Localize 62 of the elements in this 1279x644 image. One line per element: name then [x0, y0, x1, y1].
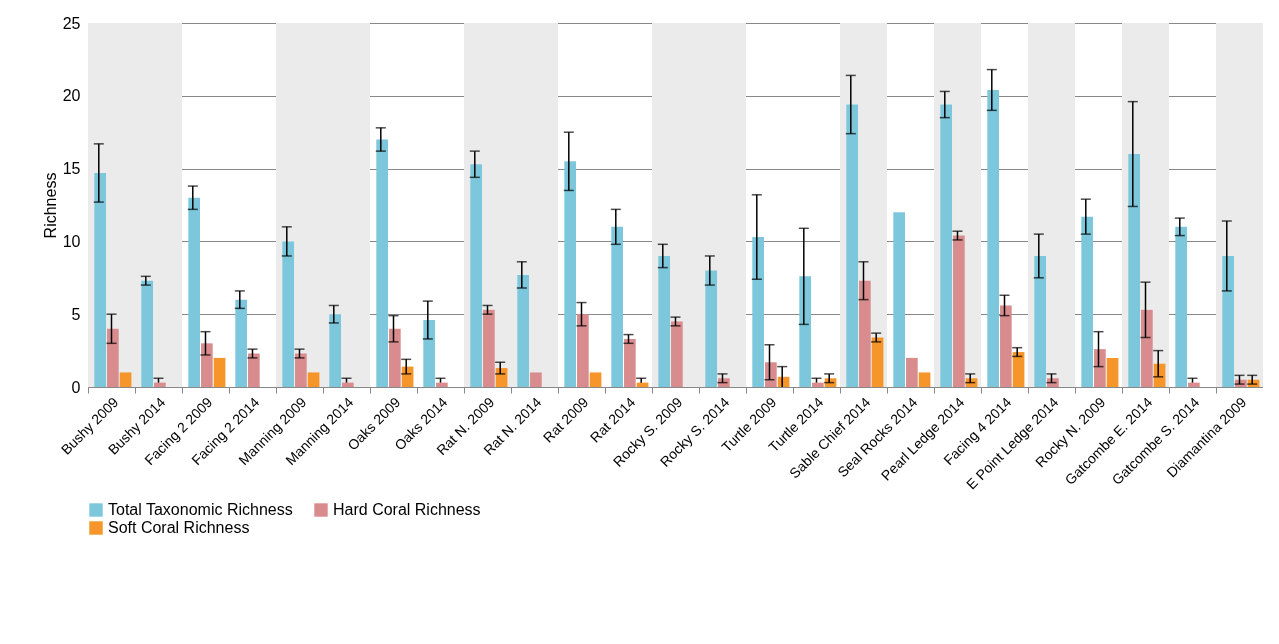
bar	[589, 372, 602, 387]
bar	[752, 237, 765, 387]
bar	[871, 337, 884, 387]
bar	[517, 274, 530, 387]
bar	[1094, 349, 1106, 387]
y-tick-label: 15	[62, 160, 81, 178]
bar	[1128, 154, 1141, 387]
bar	[436, 382, 448, 387]
bar	[1034, 255, 1047, 387]
bar	[906, 357, 918, 387]
bar	[940, 104, 953, 387]
bar	[859, 280, 871, 387]
bar	[282, 241, 295, 387]
y-tick-label: 0	[71, 378, 81, 396]
bar	[918, 372, 931, 387]
bar	[1000, 305, 1012, 387]
bar	[235, 299, 248, 387]
bar	[671, 321, 683, 387]
bar	[1188, 382, 1200, 387]
bar	[389, 328, 401, 387]
bar	[564, 161, 577, 387]
bar	[188, 197, 201, 387]
bar	[1141, 309, 1153, 387]
bar	[953, 235, 965, 387]
bar	[423, 320, 436, 387]
y-axis-title: Richness	[41, 172, 59, 239]
bar	[611, 226, 624, 387]
bar	[213, 357, 226, 387]
bar	[530, 372, 542, 387]
bar	[119, 372, 132, 387]
y-tick-label: 25	[62, 14, 81, 32]
bar	[1106, 357, 1119, 387]
bar	[1081, 216, 1094, 387]
bar	[1175, 226, 1188, 387]
bar	[107, 328, 119, 387]
y-tick-label: 10	[62, 232, 81, 250]
bar	[705, 270, 718, 387]
bar	[342, 382, 354, 387]
bar	[1012, 352, 1025, 387]
y-tick-label: 5	[71, 305, 81, 323]
bar	[329, 314, 342, 387]
bar	[893, 212, 906, 387]
bar	[470, 164, 483, 387]
legend-label: Soft Coral Richness	[108, 519, 250, 536]
legend-label: Hard Coral Richness	[333, 501, 481, 518]
bar	[577, 314, 589, 387]
bar	[799, 276, 812, 387]
bar	[812, 382, 824, 387]
bar	[201, 343, 213, 387]
bar	[307, 372, 320, 387]
y-tick-label: 20	[62, 87, 81, 105]
bar	[248, 353, 260, 387]
bar	[154, 382, 166, 387]
bar	[658, 255, 671, 387]
bar	[295, 353, 307, 387]
bar	[846, 104, 859, 387]
bar	[987, 89, 1000, 387]
bar	[765, 362, 777, 387]
bar	[94, 172, 107, 387]
bar	[376, 139, 389, 387]
legend-label: Total Taxonomic Richness	[108, 501, 293, 518]
bar	[1222, 255, 1235, 387]
